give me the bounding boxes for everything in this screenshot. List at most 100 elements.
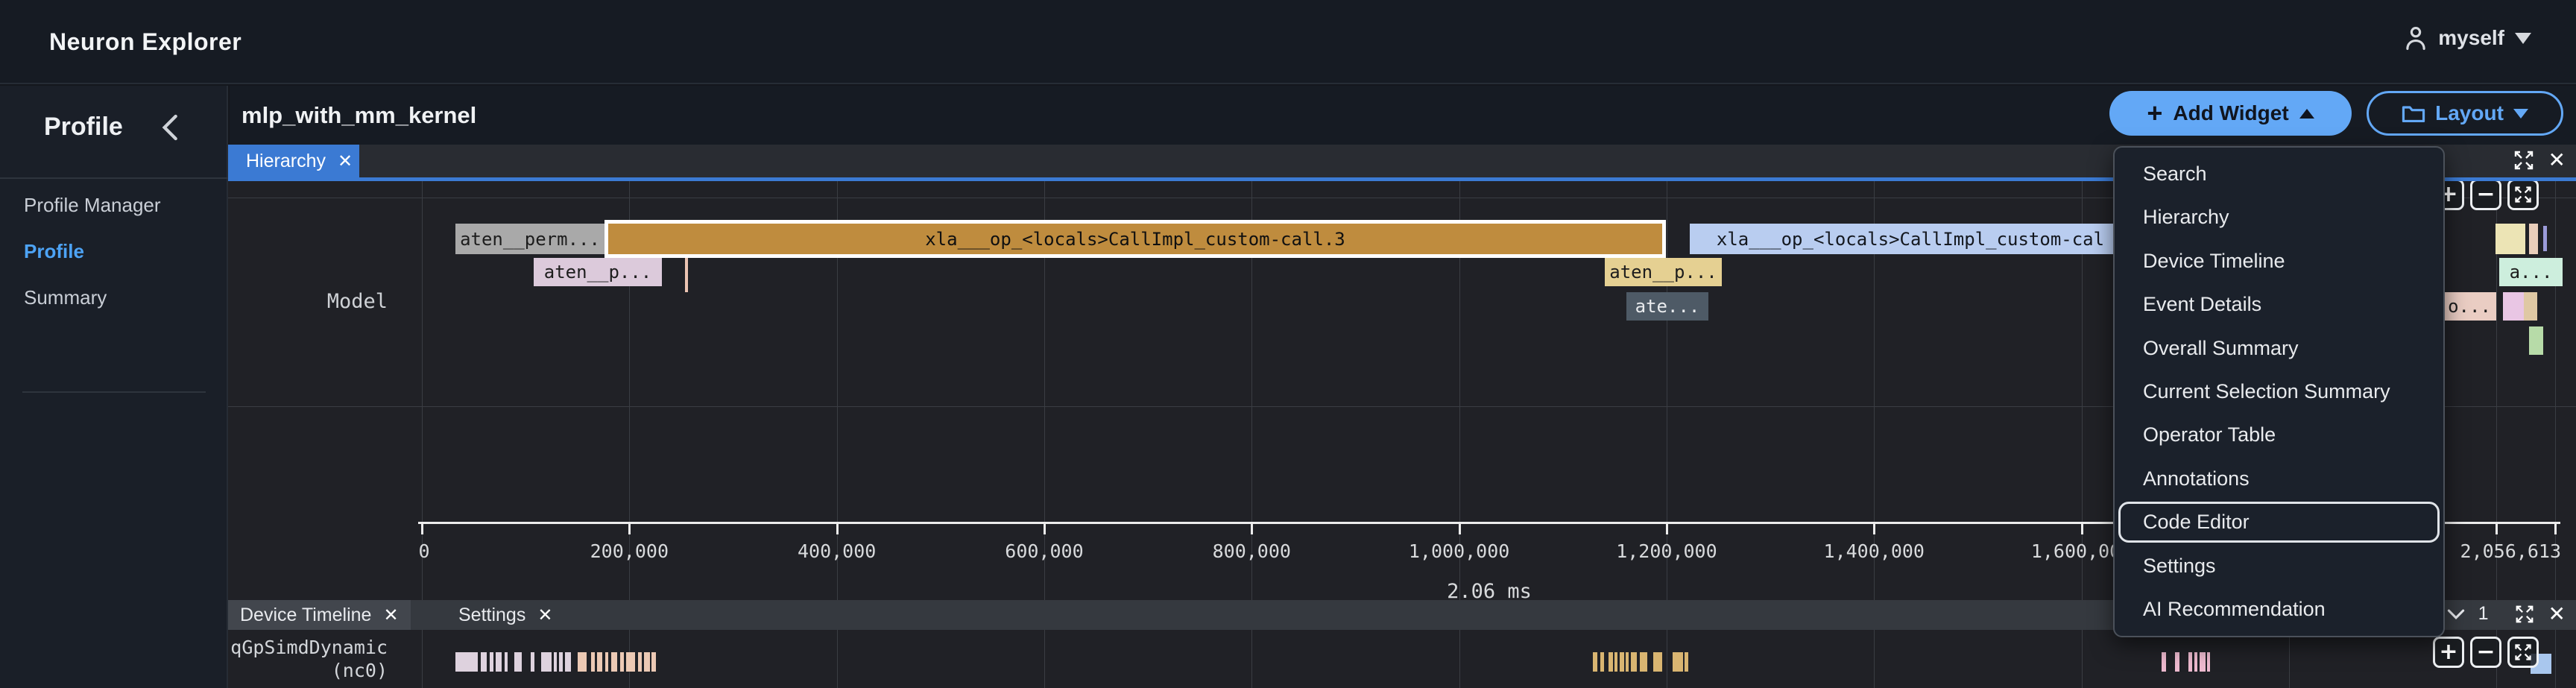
event-mark[interactable] <box>565 652 571 672</box>
row-label-line1: qGpSimdDynamic <box>230 637 388 658</box>
event-mark[interactable] <box>496 652 502 672</box>
timeline-span[interactable] <box>2529 326 2543 355</box>
event-mark[interactable] <box>591 652 595 672</box>
gridline <box>422 630 423 688</box>
row-label-qgpsimddynamic: qGpSimdDynamic (nc0) <box>228 636 388 683</box>
event-mark[interactable] <box>514 652 522 672</box>
menu-item-operator-table[interactable]: Operator Table <box>2143 423 2276 446</box>
sidebar-item-profile-manager[interactable]: Profile Manager <box>24 194 161 216</box>
tab-hierarchy[interactable]: Hierarchy ✕ <box>228 145 359 177</box>
tab-close-icon[interactable]: ✕ <box>537 605 553 625</box>
event-mark[interactable] <box>2175 652 2179 672</box>
timeline-span-aten-p[interactable]: aten__p... <box>534 258 662 286</box>
event-mark[interactable] <box>505 652 508 672</box>
event-mark[interactable] <box>2200 652 2206 672</box>
event-mark[interactable] <box>605 652 608 672</box>
timeline-span-xla-op-locals-callimpl-custom-cal[interactable]: xla___op_<locals>CallImpl_custom-cal <box>1690 224 2131 254</box>
event-mark[interactable] <box>611 652 617 672</box>
chevron-down-icon <box>2513 108 2528 119</box>
gridline <box>1251 630 1253 688</box>
timeline-span[interactable] <box>2543 226 2547 251</box>
event-mark[interactable] <box>490 652 493 672</box>
timeline-span-o[interactable]: o... <box>2443 292 2496 321</box>
event-mark[interactable] <box>2188 652 2192 672</box>
menu-item-annotations[interactable]: Annotations <box>2143 467 2250 490</box>
event-mark[interactable] <box>531 652 534 672</box>
timeline-span[interactable] <box>2503 292 2524 321</box>
tab-device-timeline[interactable]: Device Timeline ✕ <box>228 600 411 630</box>
tab-close-icon[interactable]: ✕ <box>383 605 399 625</box>
sidebar-item-profile[interactable]: Profile <box>24 240 84 262</box>
timeline-span-aten-perm[interactable]: aten__perm... <box>455 224 604 254</box>
event-mark[interactable] <box>1640 652 1647 672</box>
timeline-span-a[interactable]: a... <box>2499 258 2563 286</box>
event-mark[interactable] <box>1685 652 1688 672</box>
menu-item-current-selection-summary[interactable]: Current Selection Summary <box>2143 379 2390 403</box>
add-widget-button[interactable]: + Add Widget <box>2109 91 2352 136</box>
event-mark[interactable] <box>620 652 624 672</box>
menu-item-device-timeline[interactable]: Device Timeline <box>2143 249 2285 272</box>
event-mark[interactable] <box>626 652 635 672</box>
event-mark[interactable] <box>1631 652 1637 672</box>
gridline <box>2555 181 2556 600</box>
event-mark[interactable] <box>638 652 642 672</box>
expand-widget-icon[interactable] <box>2513 149 2535 171</box>
gridline <box>1459 181 1460 600</box>
menu-item-settings[interactable]: Settings <box>2143 554 2216 577</box>
sidebar-collapse-icon[interactable] <box>158 113 188 142</box>
close-widget-icon[interactable]: ✕ <box>2548 601 2566 626</box>
event-mark[interactable] <box>1614 652 1617 672</box>
timeline-span[interactable] <box>2524 292 2537 321</box>
timeline-span-aten-p[interactable]: aten__p... <box>1605 258 1722 286</box>
fit-view-button[interactable] <box>2507 637 2539 668</box>
fit-view-button[interactable] <box>2507 181 2539 210</box>
timeline-span-ate[interactable]: ate... <box>1626 292 1708 321</box>
event-mark[interactable] <box>651 652 656 672</box>
event-mark[interactable] <box>1620 652 1624 672</box>
menu-item-code-editor[interactable]: Code Editor <box>2118 502 2440 543</box>
event-mark[interactable] <box>455 652 478 672</box>
event-mark[interactable] <box>2194 652 2197 672</box>
timeline-span[interactable] <box>685 258 688 292</box>
menu-item-overall-summary[interactable]: Overall Summary <box>2143 336 2299 359</box>
event-mark[interactable] <box>1609 652 1613 672</box>
sidebar-item-summary[interactable]: Summary <box>24 286 107 309</box>
event-mark[interactable] <box>2162 652 2166 672</box>
event-mark[interactable] <box>1653 652 1662 672</box>
sidebar-divider <box>22 391 206 393</box>
event-mark[interactable] <box>644 652 650 672</box>
event-mark[interactable] <box>541 652 552 672</box>
zoom-out-button[interactable]: − <box>2470 181 2501 210</box>
zoom-in-button[interactable]: + <box>2433 637 2464 668</box>
user-menu[interactable]: myself <box>2404 25 2531 51</box>
timeline-span-xla-op-locals-callimpl-custom-call-3[interactable]: xla___op_<locals>CallImpl_custom-call.3 <box>604 220 1666 258</box>
event-mark[interactable] <box>1593 652 1597 672</box>
menu-item-event-details[interactable]: Event Details <box>2143 293 2262 316</box>
event-mark[interactable] <box>1673 652 1683 672</box>
event-mark[interactable] <box>2207 652 2210 672</box>
menu-item-search[interactable]: Search <box>2143 162 2207 185</box>
tab-hierarchy-label: Hierarchy <box>246 150 326 171</box>
main-header: mlp_with_mm_kernel + Add Widget Layout <box>230 86 2576 145</box>
event-mark[interactable] <box>597 652 602 672</box>
event-mark[interactable] <box>578 652 587 672</box>
event-mark[interactable] <box>554 652 557 672</box>
zoom-out-button[interactable]: − <box>2470 637 2501 668</box>
collapse-chevron-icon[interactable] <box>2447 608 2465 620</box>
event-mark[interactable] <box>481 652 487 672</box>
event-mark[interactable] <box>559 652 563 672</box>
close-widget-icon[interactable]: ✕ <box>2548 148 2566 172</box>
layout-button[interactable]: Layout <box>2367 91 2563 136</box>
expand-widget-icon[interactable] <box>2514 604 2535 625</box>
row-count-badge: 1 <box>2478 603 2489 624</box>
timeline-span[interactable] <box>2496 224 2525 254</box>
event-mark[interactable] <box>1600 652 1604 672</box>
menu-item-ai-recommendation[interactable]: AI Recommendation <box>2143 597 2326 620</box>
gridline <box>1251 181 1253 600</box>
tab-close-icon[interactable]: ✕ <box>337 151 353 171</box>
menu-item-hierarchy[interactable]: Hierarchy <box>2143 206 2229 229</box>
event-mark[interactable] <box>1626 652 1629 672</box>
timeline-span[interactable] <box>2529 224 2538 254</box>
axis-tick-label: 800,000 <box>1212 540 1291 562</box>
tab-settings[interactable]: Settings ✕ <box>446 600 564 630</box>
